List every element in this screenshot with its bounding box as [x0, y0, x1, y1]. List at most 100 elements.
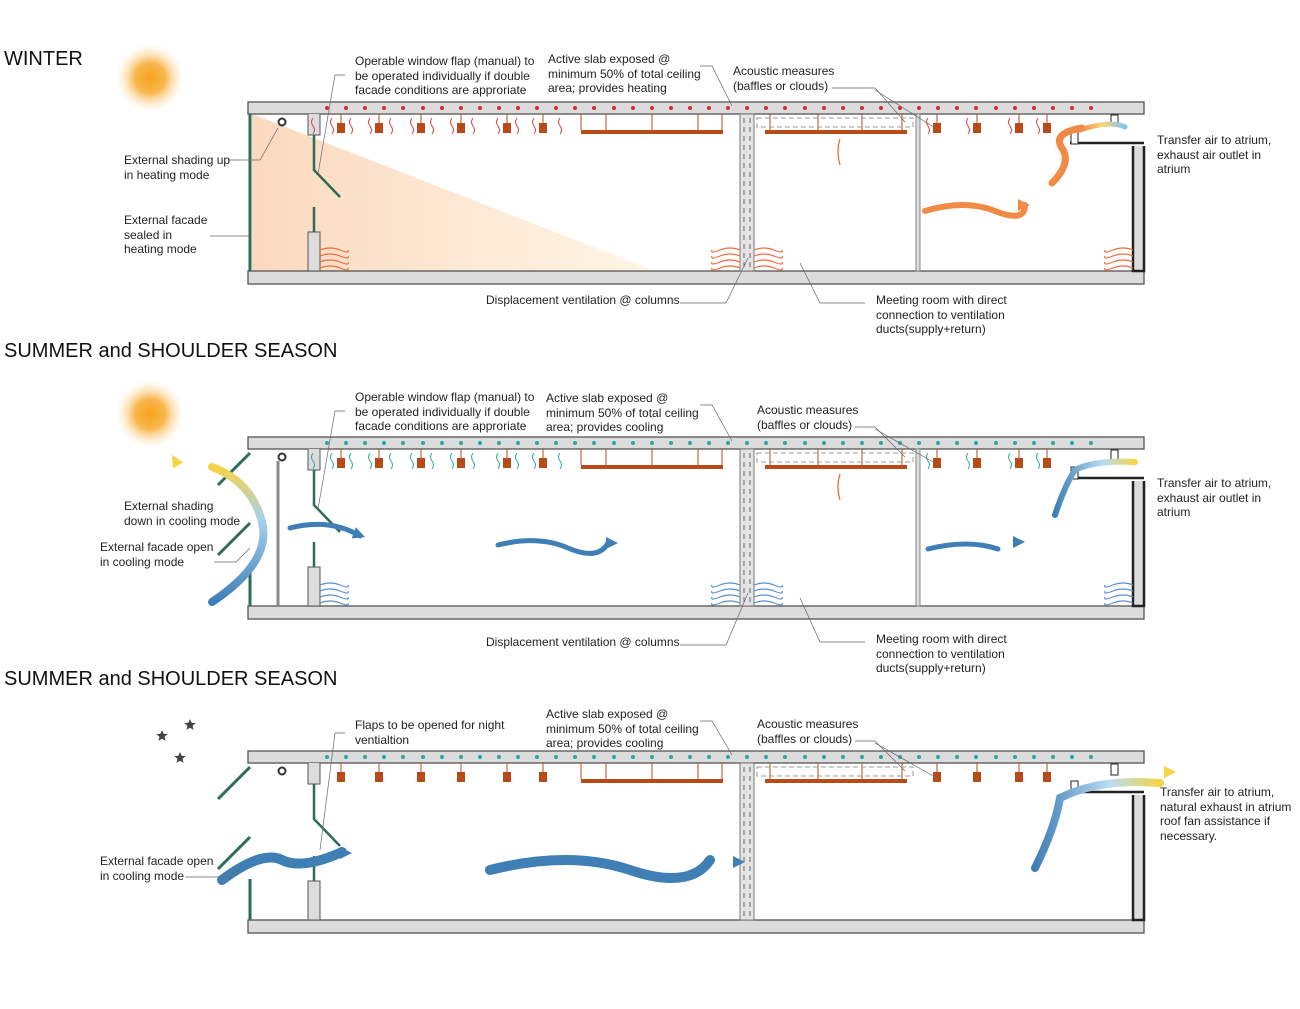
slab-pipe-dot	[401, 755, 405, 759]
radiation-wave	[430, 452, 434, 470]
slab-pipe-dot	[497, 755, 501, 759]
acoustic-baffle	[1015, 123, 1023, 133]
meeting-room-partition	[915, 113, 921, 272]
slab-pipe-dot	[726, 106, 730, 110]
ceiling-slab	[247, 750, 1145, 764]
slab-pipe-dot	[631, 755, 635, 759]
displacement-air	[319, 253, 349, 259]
label-meeting-room: Meeting room with direct connection to ve…	[876, 632, 1007, 676]
slab-pipe-dot	[726, 441, 730, 445]
label-facade-line: External facade	[124, 213, 208, 227]
label-meeting-room-line: Meeting room with direct	[876, 632, 1007, 646]
column-duct	[743, 118, 751, 268]
airflow-meeting-room	[922, 202, 1028, 219]
slab-pipe-dot	[363, 441, 367, 445]
column	[739, 113, 755, 272]
slab-pipe-dot	[669, 755, 673, 759]
displacement-air	[1104, 594, 1134, 600]
slab-pipe-dot	[344, 755, 348, 759]
label-facade-line: sealed in	[124, 227, 173, 242]
displacement-air	[1104, 582, 1134, 588]
slab-pipe-dot	[726, 755, 730, 759]
leader-line	[700, 65, 733, 107]
slab-pipe-dot	[631, 106, 635, 110]
slab-pipe-dot	[554, 441, 558, 445]
radiation-wave	[926, 117, 930, 135]
section-title: SUMMER and SHOULDER SEASON	[4, 668, 338, 690]
acoustic-baffle	[503, 458, 511, 468]
radiation-wave	[496, 452, 500, 470]
label-facade-line: heating mode	[124, 242, 197, 256]
acoustic-cloud	[756, 117, 914, 128]
label-acoustic-line: (baffles or clouds)	[757, 731, 853, 746]
slab-pipe-dot	[783, 106, 787, 110]
radiation-wave	[330, 452, 334, 470]
radiation-wave	[311, 452, 315, 470]
slab-pipe-dot	[573, 441, 577, 445]
airflow-exhaust	[208, 463, 268, 606]
label-active-slab-line: area; provides cooling	[546, 736, 664, 750]
acoustic-baffle	[417, 458, 425, 468]
airflow-exhaust	[1077, 121, 1128, 133]
slab-pipe-dot	[516, 106, 520, 110]
slab-pipe-dot	[1032, 106, 1036, 110]
slab-pipe-dot	[421, 441, 425, 445]
airflow-arrowhead	[733, 856, 745, 868]
label-active-slab-line: minimum 50% of total ceiling	[546, 405, 699, 420]
window-flap	[312, 135, 341, 198]
slab-pipe-dot	[573, 106, 577, 110]
airflow-exhaust	[1052, 458, 1138, 518]
radiation-wave	[532, 452, 536, 470]
slab-pipe-dot	[325, 755, 329, 759]
displacement-air	[1104, 259, 1134, 265]
window-flap	[312, 784, 341, 847]
slab-pipe-dot	[650, 106, 654, 110]
sun-icon	[116, 44, 184, 112]
slab-pipe-dot	[898, 106, 902, 110]
radiation-wave	[532, 117, 536, 135]
acoustic-baffle	[933, 123, 941, 133]
leader-line	[700, 720, 733, 756]
label-transfer-line: necessary.	[1160, 828, 1218, 843]
section-heating	[116, 44, 1146, 304]
leader-line	[680, 592, 749, 646]
radiation-wave	[430, 117, 434, 135]
slab-pipe-dot	[516, 755, 520, 759]
acoustic-baffle	[1043, 458, 1051, 468]
slab-pipe-dot	[382, 441, 386, 445]
label-acoustic-line: Acoustic measures	[757, 403, 859, 417]
slab-pipe-dot	[707, 106, 711, 110]
column-duct	[743, 453, 751, 603]
label-transfer-line: atrium	[1157, 162, 1191, 176]
radiation-wave	[389, 452, 393, 470]
slab-pipe-dot	[974, 755, 978, 759]
slab-pipe-dot	[325, 441, 329, 445]
acoustic-baffle	[337, 772, 345, 782]
leader-line	[317, 74, 345, 175]
star-icon	[184, 719, 196, 730]
radiation-wave	[515, 452, 519, 470]
slab-pipe-dot	[440, 755, 444, 759]
slab-pipe-dot	[478, 106, 482, 110]
label-active-slab-line: minimum 50% of total ceiling	[548, 66, 701, 81]
radiation-wave	[368, 117, 372, 135]
slab-pipe-dot	[764, 755, 768, 759]
leader-line	[317, 410, 345, 510]
leader-line	[319, 732, 345, 851]
acoustic-baffle	[933, 772, 941, 782]
displacement-air	[753, 259, 783, 265]
slab-pipe-dot	[707, 755, 711, 759]
slab-pipe-dot	[688, 106, 692, 110]
acoustic-baffle	[417, 123, 425, 133]
slab-pipe-dot	[497, 441, 501, 445]
slab-pipe-dot	[955, 106, 959, 110]
star-icon	[156, 730, 168, 741]
solar-gain-area	[252, 114, 655, 271]
label-transfer-line: roof fan assistance if	[1160, 814, 1271, 828]
slab-pipe-dot	[612, 106, 616, 110]
slab-pipe-dot	[459, 106, 463, 110]
slab-pipe-dot	[917, 755, 921, 759]
section-cooling-day	[116, 380, 1146, 646]
ceiling-slab	[247, 101, 1145, 115]
